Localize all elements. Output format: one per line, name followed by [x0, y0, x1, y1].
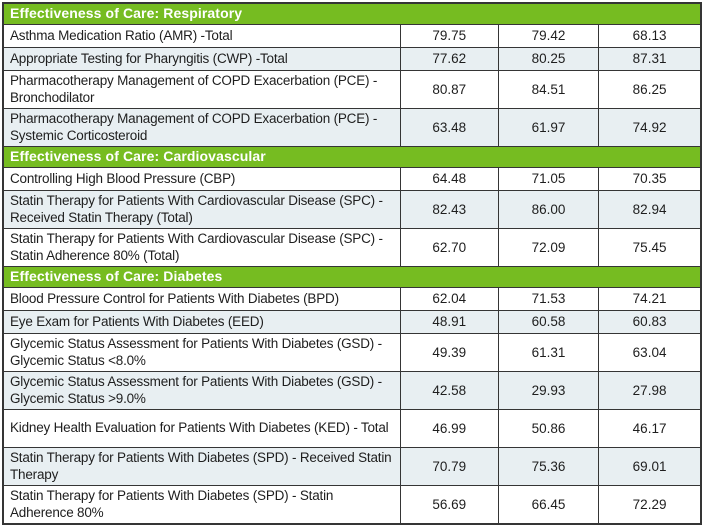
measure-row-spd-adherence: Statin Therapy for Patients With Diabete…: [2, 484, 702, 524]
section-header-diabetes: Effectiveness of Care: Diabetes: [2, 265, 702, 288]
value-cell-3: 70.35: [598, 166, 702, 191]
measure-name-cell: Glycemic Status Assessment for Patients …: [2, 370, 401, 410]
value-cell-1: 64.48: [399, 166, 499, 191]
value-cell-1: 63.48: [399, 107, 499, 147]
measure-row-eed: Eye Exam for Patients With Diabetes (EED…: [2, 309, 702, 334]
value-cell-1: 56.69: [399, 484, 499, 524]
value-cell-3: 82.94: [598, 189, 702, 229]
value-cell-3: 72.29: [598, 484, 702, 524]
measure-row-pce-bronchodilator: Pharmacotherapy Management of COPD Exace…: [2, 69, 702, 109]
measure-name-cell: Appropriate Testing for Pharyngitis (CWP…: [2, 46, 401, 71]
measure-row-gsd-gt9: Glycemic Status Assessment for Patients …: [2, 370, 702, 410]
value-cell-3: 63.04: [598, 332, 702, 372]
value-cell-3: 27.98: [598, 370, 702, 410]
value-cell-1: 62.04: [399, 286, 499, 311]
measure-name-cell: Pharmacotherapy Management of COPD Exace…: [2, 107, 401, 147]
value-cell-2: 61.31: [497, 332, 600, 372]
measure-name-cell: Blood Pressure Control for Patients With…: [2, 286, 401, 311]
measure-name-cell: Controlling High Blood Pressure (CBP): [2, 166, 401, 191]
measure-row-amr: Asthma Medication Ratio (AMR) -Total 79.…: [2, 23, 702, 48]
measure-row-spd-received: Statin Therapy for Patients With Diabete…: [2, 446, 702, 486]
measure-row-spc-received: Statin Therapy for Patients With Cardiov…: [2, 189, 702, 229]
value-cell-2: 86.00: [497, 189, 600, 229]
value-cell-3: 75.45: [598, 227, 702, 267]
value-cell-2: 61.97: [497, 107, 600, 147]
value-cell-3: 60.83: [598, 309, 702, 334]
value-cell-3: 74.21: [598, 286, 702, 311]
section-header-cardiovascular: Effectiveness of Care: Cardiovascular: [2, 145, 702, 168]
value-cell-2: 71.53: [497, 286, 600, 311]
value-cell-2: 50.86: [497, 408, 600, 448]
value-cell-1: 80.87: [399, 69, 499, 109]
measure-row-spc-adherence: Statin Therapy for Patients With Cardiov…: [2, 227, 702, 267]
section-header-respiratory: Effectiveness of Care: Respiratory: [2, 2, 702, 25]
value-cell-3: 68.13: [598, 23, 702, 48]
value-cell-3: 69.01: [598, 446, 702, 486]
value-cell-1: 62.70: [399, 227, 499, 267]
measure-name-cell: Glycemic Status Assessment for Patients …: [2, 332, 401, 372]
measure-name-cell: Statin Therapy for Patients With Diabete…: [2, 446, 401, 486]
measure-row-cbp: Controlling High Blood Pressure (CBP) 64…: [2, 166, 702, 191]
value-cell-1: 49.39: [399, 332, 499, 372]
measure-row-pce-systemic-corticosteroid: Pharmacotherapy Management of COPD Exace…: [2, 107, 702, 147]
value-cell-3: 46.17: [598, 408, 702, 448]
value-cell-2: 60.58: [497, 309, 600, 334]
value-cell-3: 86.25: [598, 69, 702, 109]
value-cell-1: 79.75: [399, 23, 499, 48]
measure-name-cell: Pharmacotherapy Management of COPD Exace…: [2, 69, 401, 109]
measure-name-cell: Statin Therapy for Patients With Cardiov…: [2, 227, 401, 267]
measure-name-cell: Statin Therapy for Patients With Diabete…: [2, 484, 401, 524]
section-header-label: Effectiveness of Care: Respiratory: [2, 2, 702, 25]
value-cell-1: 70.79: [399, 446, 499, 486]
measure-name-cell: Asthma Medication Ratio (AMR) -Total: [2, 23, 401, 48]
value-cell-2: 75.36: [497, 446, 600, 486]
section-header-label: Effectiveness of Care: Cardiovascular: [2, 145, 702, 168]
value-cell-1: 82.43: [399, 189, 499, 229]
value-cell-1: 77.62: [399, 46, 499, 71]
value-cell-3: 74.92: [598, 107, 702, 147]
value-cell-3: 87.31: [598, 46, 702, 71]
measure-name-cell: Eye Exam for Patients With Diabetes (EED…: [2, 309, 401, 334]
section-header-label: Effectiveness of Care: Diabetes: [2, 265, 702, 288]
value-cell-2: 84.51: [497, 69, 600, 109]
value-cell-2: 29.93: [497, 370, 600, 410]
measure-name-cell: Statin Therapy for Patients With Cardiov…: [2, 189, 401, 229]
value-cell-2: 66.45: [497, 484, 600, 524]
measure-name-cell: Kidney Health Evaluation for Patients Wi…: [2, 408, 401, 448]
value-cell-2: 79.42: [497, 23, 600, 48]
value-cell-2: 71.05: [497, 166, 600, 191]
value-cell-2: 72.09: [497, 227, 600, 267]
value-cell-1: 46.99: [399, 408, 499, 448]
measure-row-ked: Kidney Health Evaluation for Patients Wi…: [2, 408, 702, 448]
measure-row-bpd: Blood Pressure Control for Patients With…: [2, 286, 702, 311]
value-cell-1: 42.58: [399, 370, 499, 410]
value-cell-2: 80.25: [497, 46, 600, 71]
value-cell-1: 48.91: [399, 309, 499, 334]
measure-row-gsd-lt8: Glycemic Status Assessment for Patients …: [2, 332, 702, 372]
measure-row-cwp: Appropriate Testing for Pharyngitis (CWP…: [2, 46, 702, 71]
